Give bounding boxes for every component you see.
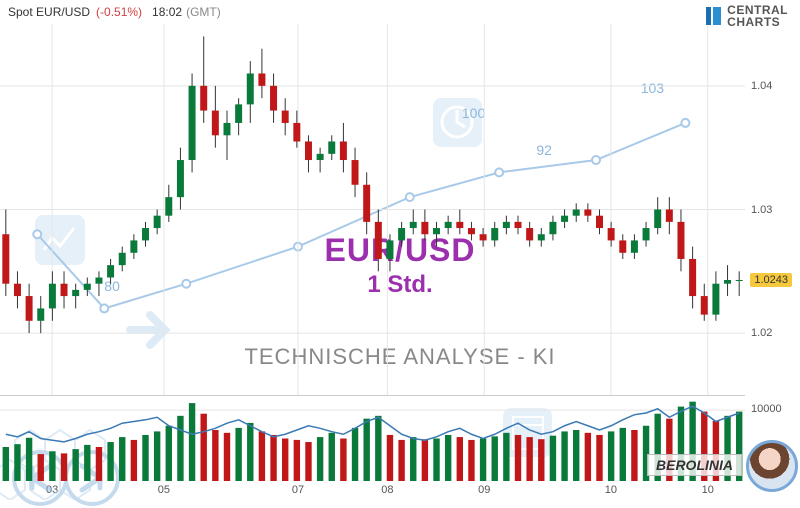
price-yaxis: 1.021.031.04: [745, 24, 800, 395]
brand-line-2: CHARTS: [727, 16, 788, 28]
last-price-tag: 1.0243: [750, 273, 792, 287]
brand-icon: [706, 7, 721, 25]
candlestick-chart: [0, 24, 745, 395]
time-xaxis: 03050708091010: [0, 480, 745, 500]
chart-header: Spot EUR/USD (-0.51%) 18:02 (GMT): [0, 0, 800, 24]
attribution-label: BEROLINIA: [647, 454, 742, 476]
price-chart-area[interactable]: [0, 24, 745, 395]
price-change: (-0.51%): [96, 5, 142, 19]
volume-chart: [0, 396, 745, 481]
brand-logo: CENTRAL CHARTS: [706, 4, 788, 28]
volume-panel[interactable]: [0, 395, 745, 480]
timestamp: 18:02: [152, 5, 182, 19]
timezone: (GMT): [186, 5, 221, 19]
instrument-name: Spot EUR/USD: [8, 5, 90, 19]
analyst-avatar[interactable]: [746, 440, 798, 492]
